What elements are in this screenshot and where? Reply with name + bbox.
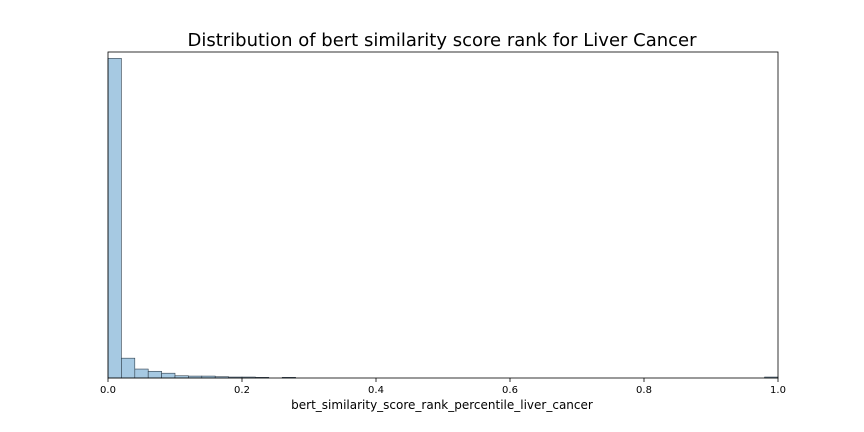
chart-title: Distribution of bert similarity score ra…	[187, 30, 697, 51]
x-tick-label-5: 1.0	[770, 385, 786, 396]
x-tick-label-1: 0.2	[234, 385, 250, 396]
x-tick-label-4: 0.8	[636, 385, 652, 396]
x-tick-label-0: 0.0	[100, 385, 116, 396]
x-tick-label-2: 0.4	[368, 385, 384, 396]
x-tick-label-3: 0.6	[502, 385, 518, 396]
x-axis-label: bert_similarity_score_rank_percentile_li…	[291, 398, 593, 412]
histogram-bar-0	[107, 58, 122, 379]
plot-frame	[107, 51, 779, 379]
x-axis: 0.0 0.2 0.4 0.6 0.8 1.0	[100, 378, 786, 396]
histogram-bars	[107, 58, 779, 379]
histogram-bar-4	[161, 372, 176, 379]
histogram-bar-1	[121, 357, 136, 379]
histogram-bar-3	[147, 370, 162, 379]
histogram-bar-2	[134, 368, 149, 379]
